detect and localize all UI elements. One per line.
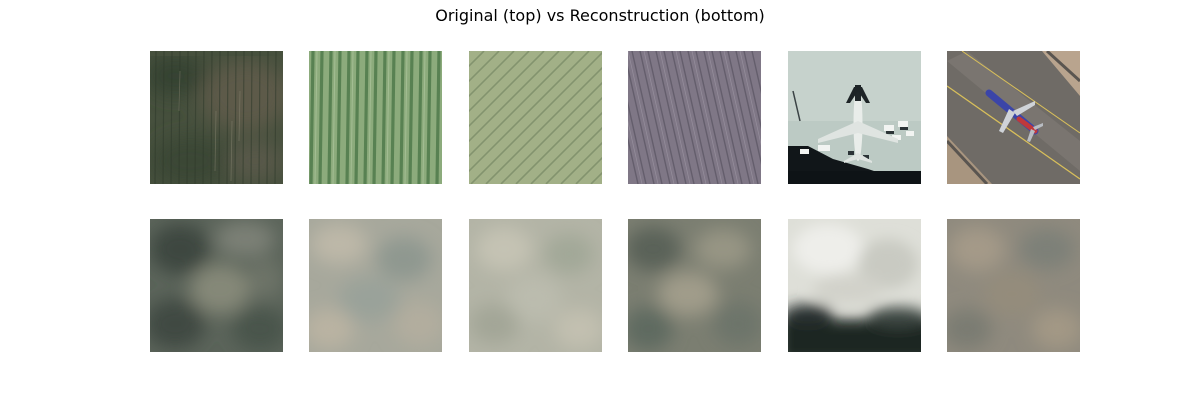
original-image-3 xyxy=(469,51,602,184)
figure-title: Original (top) vs Reconstruction (bottom… xyxy=(435,6,765,25)
original-image-4 xyxy=(628,51,761,184)
reconstruction-image-6 xyxy=(947,219,1080,352)
reconstruction-image-3 xyxy=(469,219,602,352)
reconstruction-image-5 xyxy=(788,219,921,352)
original-image-5 xyxy=(788,51,921,184)
reconstruction-image-4 xyxy=(628,219,761,352)
original-image-1 xyxy=(150,51,283,184)
airplane-icon xyxy=(985,89,1043,142)
reconstruction-image-2 xyxy=(309,219,442,352)
original-image-2 xyxy=(309,51,442,184)
reconstruction-image-1 xyxy=(150,219,283,352)
original-image-6 xyxy=(947,51,1080,184)
airplane-icon xyxy=(818,85,898,163)
